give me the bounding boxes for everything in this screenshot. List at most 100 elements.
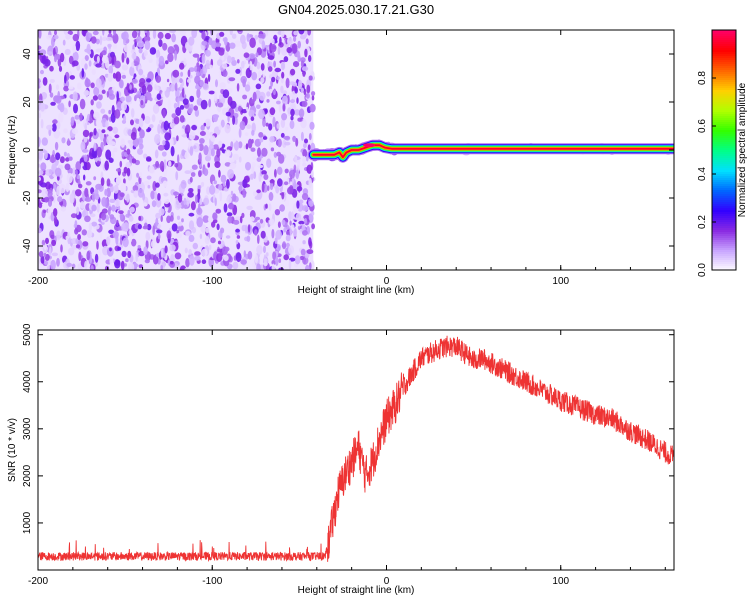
noise-blob: [272, 251, 277, 261]
noise-blob: [59, 156, 65, 164]
noise-blob: [302, 72, 306, 77]
noise-blob: [163, 192, 169, 197]
noise-blob: [93, 128, 97, 136]
noise-blob: [186, 78, 192, 83]
noise-blob: [172, 44, 180, 55]
noise-blob: [101, 129, 106, 134]
colorbar-strip: [712, 234, 736, 237]
noise-blob: [203, 122, 207, 127]
noise-blob: [140, 256, 146, 263]
noise-blob: [247, 138, 253, 149]
noise-blob: [84, 260, 88, 270]
noise-blob: [277, 138, 282, 148]
noise-blob: [158, 55, 165, 66]
noise-blob: [85, 181, 92, 186]
noise-blob: [184, 247, 188, 254]
noise-blob: [290, 68, 296, 76]
noise-blob: [90, 213, 96, 218]
colorbar-strip: [712, 112, 736, 115]
noise-blob: [224, 246, 230, 252]
colorbar-strip: [712, 40, 736, 43]
noise-blob: [308, 177, 313, 189]
noise-blob: [277, 46, 281, 55]
noise-blob: [293, 30, 299, 36]
noise-blob: [301, 66, 309, 72]
noise-blob: [180, 71, 184, 77]
noise-blob: [208, 90, 215, 95]
noise-blob: [245, 161, 251, 171]
noise-blob: [311, 170, 314, 178]
noise-blob: [293, 61, 300, 68]
noise-blob: [69, 75, 76, 80]
snr-y-tick-label: 3000: [22, 417, 33, 440]
colorbar-strip: [712, 236, 736, 239]
noise-blob: [207, 216, 214, 223]
colorbar-strip: [712, 214, 736, 217]
colorbar-strip: [712, 238, 736, 241]
noise-blob: [225, 235, 231, 239]
noise-blob: [307, 30, 312, 36]
noise-blob: [81, 229, 88, 236]
noise-blob: [155, 160, 160, 168]
noise-blob: [53, 182, 56, 190]
noise-blob: [262, 118, 266, 127]
noise-blob: [185, 258, 190, 268]
noise-blob: [199, 233, 203, 240]
noise-blob: [248, 109, 255, 118]
noise-blob: [294, 87, 299, 94]
noise-blob: [108, 30, 112, 34]
noise-blob: [196, 217, 203, 228]
noise-blob: [232, 138, 236, 143]
snr-y-tick-label: 2000: [22, 464, 33, 487]
noise-blob: [108, 157, 114, 163]
noise-blob: [48, 128, 52, 137]
noise-blob: [155, 182, 160, 188]
noise-blob: [197, 55, 200, 63]
noise-blob: [277, 178, 283, 187]
noise-blob: [105, 120, 109, 128]
noise-blob: [197, 185, 202, 190]
colorbar-strip: [712, 38, 736, 41]
noise-blob: [261, 170, 267, 176]
noise-blob: [268, 218, 275, 226]
noise-blob: [171, 33, 177, 43]
noise-blob: [254, 34, 259, 40]
colorbar-strip: [712, 252, 736, 255]
noise-blob: [157, 233, 161, 240]
noise-blob: [146, 30, 150, 38]
noise-blob: [161, 81, 167, 92]
snr-frame: [37, 329, 675, 571]
noise-blob: [68, 247, 75, 256]
noise-blob: [235, 252, 242, 263]
noise-blob: [295, 169, 300, 180]
noise-blob: [58, 112, 64, 123]
noise-blob: [58, 253, 63, 261]
colorbar-strip: [712, 54, 736, 57]
noise-blob: [274, 67, 282, 73]
noise-blob: [145, 231, 151, 241]
noise-blob: [214, 91, 217, 102]
noise-blob: [74, 220, 78, 228]
noise-blob: [269, 136, 275, 143]
snr-y-axis: 1000 2000 3000 4000 5000: [22, 323, 674, 534]
colorbar-strip: [712, 200, 736, 203]
noise-blob: [131, 30, 138, 39]
noise-blob: [106, 178, 111, 187]
noise-blob: [46, 34, 53, 40]
noise-blob: [94, 193, 100, 200]
colorbar-strip: [712, 30, 736, 33]
noise-blob: [177, 221, 183, 227]
noise-blob: [224, 124, 231, 134]
noise-blob: [59, 52, 65, 63]
noise-blob: [297, 117, 303, 122]
noise-blob: [273, 90, 276, 96]
noise-blob: [219, 94, 223, 99]
noise-blob: [170, 193, 173, 203]
noise-blob: [38, 169, 44, 176]
noise-blob: [99, 122, 103, 129]
noise-blob: [284, 168, 289, 174]
noise-blob: [242, 188, 246, 198]
noise-blob: [167, 52, 174, 63]
colorbar-strip: [712, 262, 736, 265]
